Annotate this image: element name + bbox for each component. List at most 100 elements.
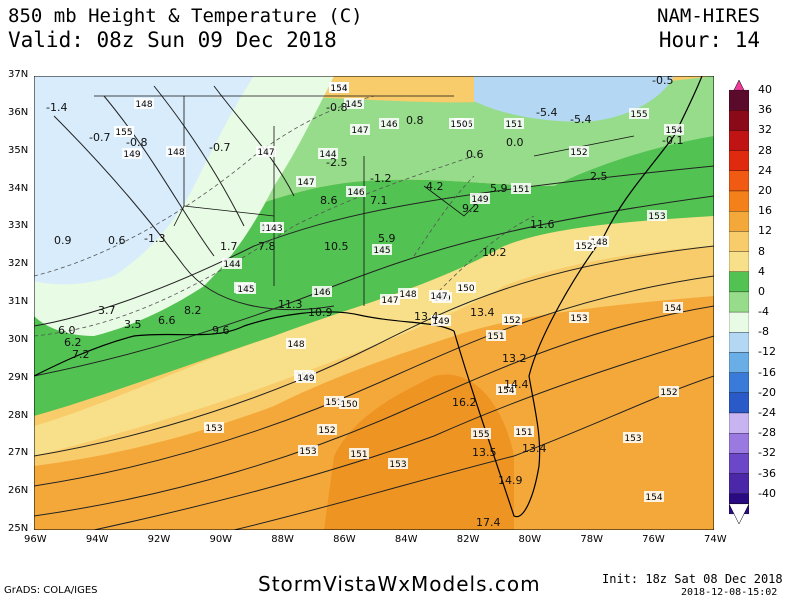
colorbar-swatch <box>729 211 749 232</box>
state-borders <box>94 95 635 306</box>
colorbar-label: -32 <box>758 446 776 460</box>
svg-text:146: 146 <box>347 188 364 198</box>
temperature-contours <box>34 95 535 337</box>
lat-tick-label: 36N <box>8 106 29 118</box>
svg-text:148: 148 <box>399 290 416 300</box>
height-contour-label: 151 <box>511 183 531 195</box>
temperature-label: 3.7 <box>98 304 116 317</box>
svg-text:155: 155 <box>472 430 489 440</box>
temperature-label: 13.4 <box>414 310 439 323</box>
colorbar-label: 8 <box>758 244 765 258</box>
temperature-label: -0.8 <box>326 101 347 114</box>
chart-title: 850 mb Height & Temperature (C) <box>8 5 363 27</box>
colorbar-swatch <box>729 412 749 434</box>
colorbar-label: 24 <box>758 163 772 177</box>
svg-text:147: 147 <box>381 296 398 306</box>
temperature-label: -2.5 <box>326 156 347 169</box>
lon-tick-label: 90W <box>209 534 233 545</box>
temperature-label: 9.6 <box>212 324 230 337</box>
lon-tick-label: 80W <box>518 534 542 545</box>
lat-tick-label: 27N <box>8 447 29 459</box>
colorbar-label: -4 <box>758 305 769 319</box>
colorbar-swatch <box>729 473 749 494</box>
height-contour-label: 147 <box>380 294 400 306</box>
temperature-label: 7.8 <box>258 240 276 253</box>
temperature-label: 5.9 <box>490 182 508 195</box>
lon-tick-label: 88W <box>271 534 294 545</box>
temperature-label: 10.2 <box>482 246 507 259</box>
temperature-label: 9.2 <box>462 202 480 215</box>
svg-text:153: 153 <box>299 447 316 457</box>
svg-text:155: 155 <box>115 128 132 138</box>
colorbar-swatch <box>729 251 749 272</box>
svg-text:149: 149 <box>432 317 449 327</box>
svg-text:153: 153 <box>570 314 587 324</box>
svg-text:152: 152 <box>570 148 587 158</box>
lon-tick-label: 86W <box>333 534 356 545</box>
svg-text:154: 154 <box>645 493 662 503</box>
colorbar-label: 20 <box>758 184 772 197</box>
height-contour-label: 154 <box>664 124 684 136</box>
temperature-label: 0.6 <box>466 148 484 161</box>
svg-text:154: 154 <box>330 84 347 94</box>
height-contour-label: 143 <box>264 222 284 234</box>
height-contour-label: 148 <box>286 338 306 350</box>
svg-text:153: 153 <box>648 212 665 222</box>
colorbar-label: 0 <box>758 284 765 298</box>
colorbar-swatch <box>729 433 749 454</box>
height-contour-label: 152 <box>317 424 337 436</box>
height-contour-label: 154 <box>329 82 349 94</box>
height-contour-label: 148 <box>589 236 609 248</box>
height-contour-label: 147 <box>256 146 276 158</box>
temperature-label: 16.2 <box>452 396 477 409</box>
height-contour-label: 146 <box>379 118 399 130</box>
colorbar-swatch <box>729 170 749 192</box>
colorbar-swatch <box>729 110 749 131</box>
svg-text:153: 153 <box>205 424 222 434</box>
svg-text:145: 145 <box>345 100 362 110</box>
height-contour-label: 155 <box>629 108 649 120</box>
colorbar-swatch <box>729 352 749 373</box>
svg-text:151: 151 <box>487 332 504 342</box>
temperature-label: 17.4 <box>476 516 501 529</box>
svg-text:154: 154 <box>497 386 514 396</box>
lat-tick-label: 30N <box>8 333 29 345</box>
lon-tick-label: 84W <box>394 534 418 545</box>
svg-text:143: 143 <box>265 224 282 234</box>
temp-fill-deep-orange <box>324 374 514 530</box>
lat-tick-label: 29N <box>8 371 29 383</box>
svg-text:150: 150 <box>340 400 357 410</box>
lon-tick-label: 76W <box>642 534 665 545</box>
temperature-label: 6.2 <box>64 336 82 349</box>
temperature-label: 0.6 <box>108 234 126 247</box>
height-contour-label: 151 <box>514 426 534 438</box>
weather-map: 1481501491481451441471461471461501511481… <box>34 76 714 530</box>
svg-text:146: 146 <box>380 120 397 130</box>
height-contour-label: 153 <box>623 432 643 444</box>
temperature-label: 10.9 <box>308 306 333 319</box>
temperature-label: -0.8 <box>126 136 147 149</box>
temp-label-group: -1.4 -0.7 -0.8 -0.7 -0.8 0.8 -5.4 -5.4 -0.5 -0.1 -… <box>46 76 683 529</box>
init-time: Init: 18z Sat 08 Dec 2018 <box>602 572 783 586</box>
svg-text:149: 149 <box>123 150 140 160</box>
temperature-label: -5.4 <box>570 113 591 126</box>
temperature-label: 4.2 <box>426 180 444 193</box>
lon-tick-label: 96W <box>24 534 47 545</box>
svg-text:144: 144 <box>319 150 336 160</box>
temperature-label: 7.2 <box>72 348 90 361</box>
height-contour-label: 154 <box>496 384 516 396</box>
height-contour-label: 144 <box>222 258 242 270</box>
height-contour-label: 148 <box>398 288 418 300</box>
colorbar-label: -16 <box>758 365 776 379</box>
height-contour-label: 144 <box>318 148 338 160</box>
temperature-label: 0.9 <box>54 234 72 247</box>
height-contour-label: 154 <box>644 491 664 503</box>
colorbar-swatch <box>729 311 749 333</box>
height-contour-label: 153 <box>388 458 408 470</box>
svg-text:144: 144 <box>223 260 240 270</box>
height-contour-label: 148 <box>166 146 186 158</box>
svg-text:148: 148 <box>167 148 184 158</box>
svg-text:147: 147 <box>430 292 447 302</box>
colorbar-swatch <box>729 271 749 293</box>
colorbar-label: 40 <box>758 83 772 97</box>
